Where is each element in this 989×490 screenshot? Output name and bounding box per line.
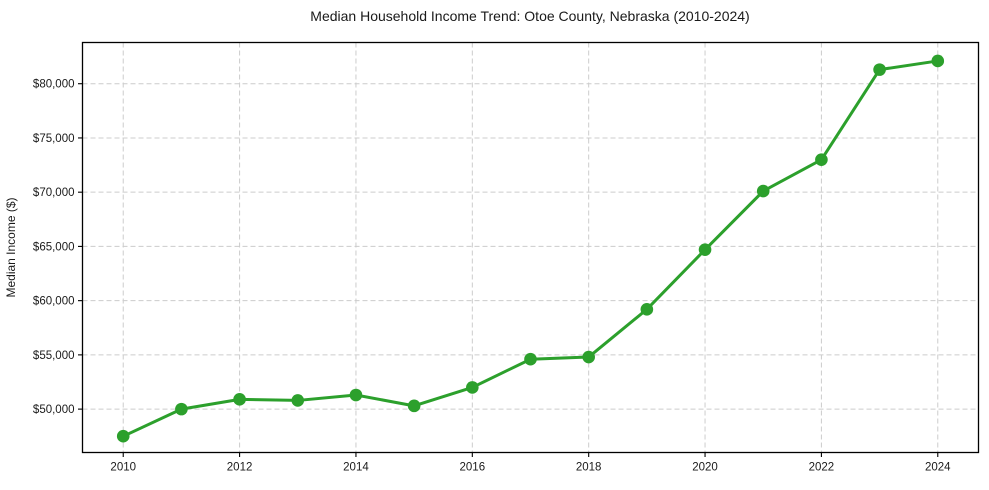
axes-layer — [78, 41, 980, 457]
x-tick-label: 2020 — [692, 462, 718, 474]
data-point-marker — [233, 393, 246, 406]
data-point-marker — [582, 350, 595, 364]
data-point-marker — [815, 153, 828, 166]
y-tick-label: $70,000 — [33, 187, 75, 199]
x-tick-label: 2010 — [110, 462, 136, 474]
y-tick-label: $80,000 — [33, 79, 75, 91]
data-point-marker — [291, 394, 305, 407]
data-point-marker — [349, 388, 363, 402]
x-tick-label: 2024 — [925, 462, 951, 474]
y-tick-label: $65,000 — [33, 241, 75, 253]
x-tick-label: 2014 — [343, 462, 369, 474]
data-point-marker — [756, 184, 770, 198]
data-point-marker — [873, 63, 886, 76]
data-point-marker — [116, 429, 130, 443]
plot-border — [81, 41, 980, 454]
data-point-marker — [698, 243, 712, 256]
y-axis-title: Median Income ($) — [4, 197, 18, 297]
x-tick-label: 2018 — [576, 462, 602, 474]
data-point-marker — [640, 303, 654, 316]
y-tick-label: $55,000 — [33, 350, 75, 362]
data-point-marker — [466, 381, 479, 394]
tick-labels-layer: $50,000 $55,000 $60,000 $65,000 $70,000 $75,0… — [33, 79, 951, 474]
data-point-marker — [175, 402, 188, 416]
data-point-marker — [931, 54, 945, 68]
gridlines — [82, 42, 979, 453]
y-tick-label: $60,000 — [33, 296, 75, 308]
y-tick-label: $50,000 — [33, 404, 75, 416]
x-tick-label: 2022 — [809, 462, 835, 474]
data-point-marker — [407, 399, 421, 413]
x-tick-label: 2016 — [460, 462, 486, 474]
y-tick-label: $75,000 — [33, 133, 75, 145]
data-point-marker — [524, 352, 537, 366]
trend-line — [121, 59, 940, 438]
series-layer — [116, 54, 945, 443]
chart-title: Median Household Income Trend: Otoe Coun… — [310, 8, 749, 24]
x-tick-label: 2012 — [227, 462, 253, 474]
